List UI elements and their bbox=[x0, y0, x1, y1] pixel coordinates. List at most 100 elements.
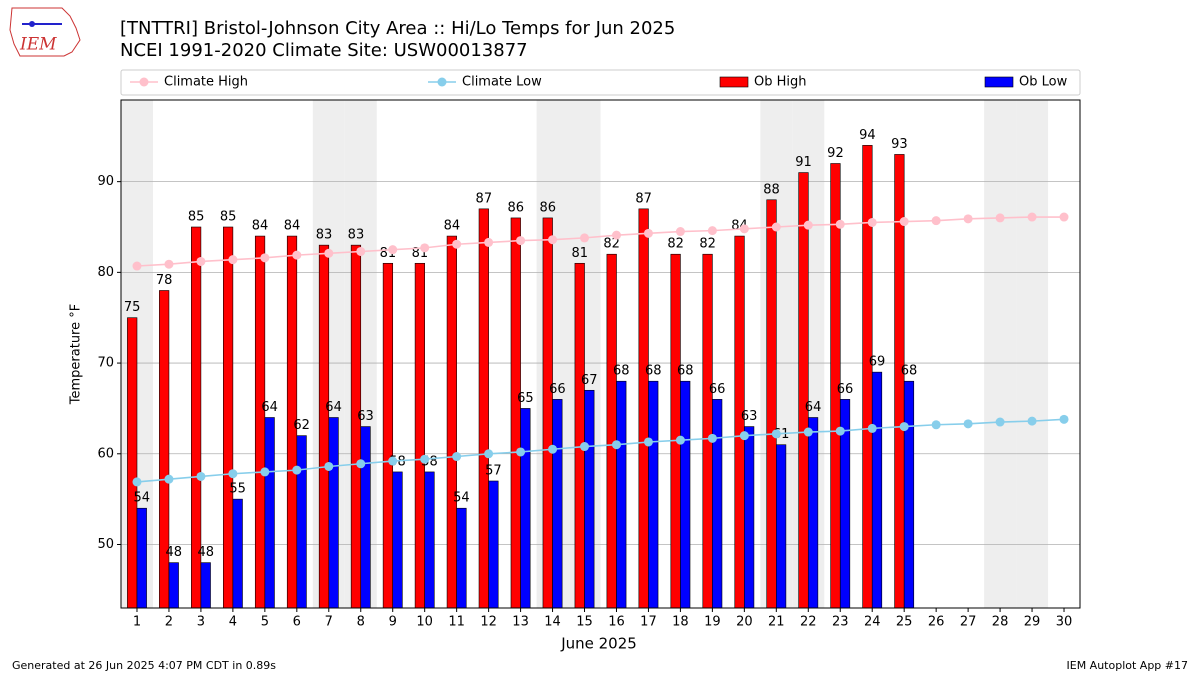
data-label: 88 bbox=[763, 182, 780, 197]
marker bbox=[356, 459, 366, 469]
bar bbox=[648, 380, 659, 609]
bar bbox=[264, 417, 275, 609]
x-tick-label: 25 bbox=[896, 615, 913, 630]
data-label: 63 bbox=[741, 409, 758, 424]
data-label: 54 bbox=[134, 491, 151, 506]
bar bbox=[680, 380, 691, 609]
marker bbox=[548, 444, 558, 454]
data-label: 82 bbox=[603, 237, 620, 252]
legend-box bbox=[120, 69, 1081, 96]
legend-swatch bbox=[984, 76, 1014, 88]
x-tick-label: 6 bbox=[293, 615, 301, 630]
marker bbox=[196, 256, 206, 266]
marker bbox=[931, 216, 941, 226]
bar bbox=[424, 471, 435, 609]
marker bbox=[675, 435, 685, 445]
plot-frame bbox=[120, 99, 1081, 609]
legend-label: Ob High bbox=[754, 75, 807, 90]
x-tick-label: 22 bbox=[800, 615, 817, 630]
marker bbox=[771, 222, 781, 232]
data-label: 66 bbox=[837, 382, 854, 397]
data-label: 93 bbox=[891, 137, 908, 152]
x-tick-label: 28 bbox=[992, 615, 1009, 630]
x-tick-label: 23 bbox=[832, 615, 849, 630]
bar bbox=[520, 408, 531, 609]
data-label: 84 bbox=[252, 219, 269, 234]
logo: IEM bbox=[9, 7, 81, 57]
data-label: 64 bbox=[805, 400, 822, 415]
data-label: 86 bbox=[508, 200, 525, 215]
y-tick-label: 90 bbox=[97, 174, 114, 189]
data-label: 62 bbox=[293, 418, 310, 433]
x-tick-label: 13 bbox=[512, 615, 529, 630]
bar bbox=[318, 244, 330, 609]
x-tick-label: 16 bbox=[608, 615, 625, 630]
bar bbox=[478, 208, 489, 609]
marker bbox=[132, 477, 142, 487]
marker bbox=[164, 259, 174, 269]
bar bbox=[232, 498, 243, 609]
bar bbox=[488, 480, 499, 609]
y-tick-label: 50 bbox=[97, 537, 114, 552]
x-tick-label: 4 bbox=[229, 615, 237, 630]
marker bbox=[228, 469, 238, 479]
marker bbox=[771, 429, 781, 439]
chart-title: [TNTTRI] Bristol-Johnson City Area :: Hi… bbox=[120, 18, 675, 39]
bar bbox=[776, 444, 787, 609]
marker bbox=[196, 471, 206, 481]
bar bbox=[446, 235, 457, 609]
legend-swatch bbox=[719, 76, 749, 88]
bar bbox=[670, 253, 681, 609]
data-label: 84 bbox=[444, 219, 461, 234]
x-tick-label: 2 bbox=[165, 615, 173, 630]
bar bbox=[392, 471, 403, 609]
bar bbox=[382, 262, 394, 609]
y-tick-label: 60 bbox=[97, 446, 114, 461]
marker bbox=[516, 236, 526, 246]
x-tick-label: 29 bbox=[1024, 615, 1041, 630]
bar bbox=[296, 435, 307, 609]
marker bbox=[963, 419, 973, 429]
bar bbox=[222, 226, 234, 609]
bar bbox=[350, 244, 362, 609]
x-axis-label: June 2025 bbox=[560, 635, 637, 653]
marker bbox=[228, 255, 238, 265]
marker bbox=[292, 250, 302, 260]
data-label: 87 bbox=[476, 191, 493, 206]
weekend-shade bbox=[984, 100, 1017, 608]
line bbox=[136, 216, 1065, 267]
data-label: 65 bbox=[517, 391, 534, 406]
marker bbox=[739, 431, 749, 441]
bar bbox=[862, 145, 873, 609]
data-label: 66 bbox=[709, 382, 726, 397]
data-label: 68 bbox=[645, 364, 662, 379]
marker bbox=[803, 220, 813, 230]
bar bbox=[903, 380, 915, 609]
bar bbox=[807, 417, 819, 609]
legend-label: Ob Low bbox=[1019, 75, 1068, 90]
x-tick-label: 11 bbox=[448, 615, 465, 630]
bar bbox=[616, 380, 627, 609]
marker bbox=[516, 447, 526, 457]
marker bbox=[388, 245, 398, 255]
data-label: 94 bbox=[859, 128, 876, 143]
bar bbox=[360, 426, 371, 609]
bar bbox=[871, 371, 883, 609]
footer-right: IEM Autoplot App #17 bbox=[1067, 659, 1189, 672]
x-tick-label: 1 bbox=[133, 615, 141, 630]
x-tick-label: 30 bbox=[1056, 615, 1073, 630]
x-tick-label: 3 bbox=[197, 615, 205, 630]
marker bbox=[739, 224, 749, 234]
x-tick-label: 18 bbox=[672, 615, 689, 630]
marker bbox=[611, 230, 621, 240]
bar bbox=[200, 562, 211, 609]
bar bbox=[328, 417, 339, 609]
marker bbox=[995, 213, 1005, 223]
data-label: 48 bbox=[197, 545, 214, 560]
marker bbox=[1027, 416, 1037, 426]
x-tick-label: 12 bbox=[480, 615, 497, 630]
bar bbox=[510, 217, 521, 609]
marker bbox=[260, 467, 270, 477]
data-label: 92 bbox=[827, 146, 844, 161]
data-label: 83 bbox=[348, 228, 365, 243]
